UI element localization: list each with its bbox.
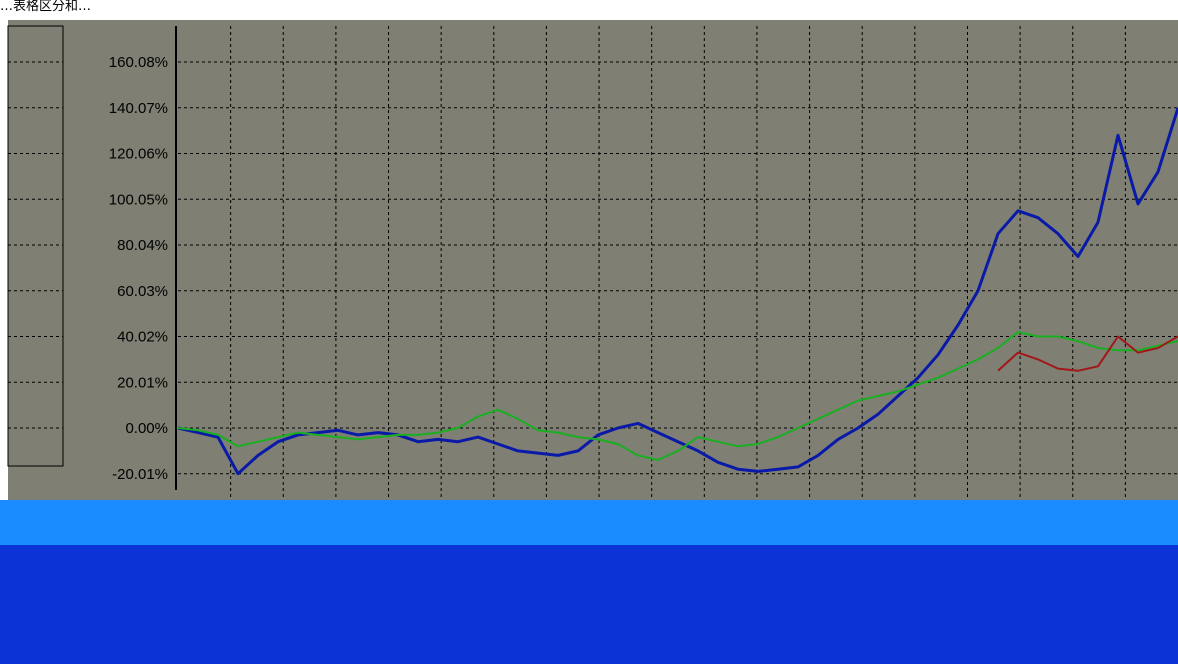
y-tick-label: 40.02% [117,329,168,346]
series-line-3 [997,335,1178,372]
y-tick-label: -20.01% [112,466,168,483]
y-tick-label: 120.06% [109,146,168,163]
lower-band [0,500,1178,545]
y-tick-label: 20.01% [117,374,168,391]
bottom-panel [0,545,1178,664]
plot-area [178,26,1178,481]
caption-text: …表格区分和… [0,0,92,14]
series-line-2 [177,331,1178,461]
y-tick-label: 80.04% [117,237,168,254]
series-group [177,107,1178,476]
y-tick-label: 140.07% [109,100,168,117]
series-line-1 [177,107,1178,476]
y-tick-label: 160.08% [109,54,168,71]
y-tick-label: 100.05% [109,191,168,208]
mini-panel [7,25,64,467]
y-tick-label: 0.00% [125,420,168,437]
y-tick-label: 60.03% [117,283,168,300]
